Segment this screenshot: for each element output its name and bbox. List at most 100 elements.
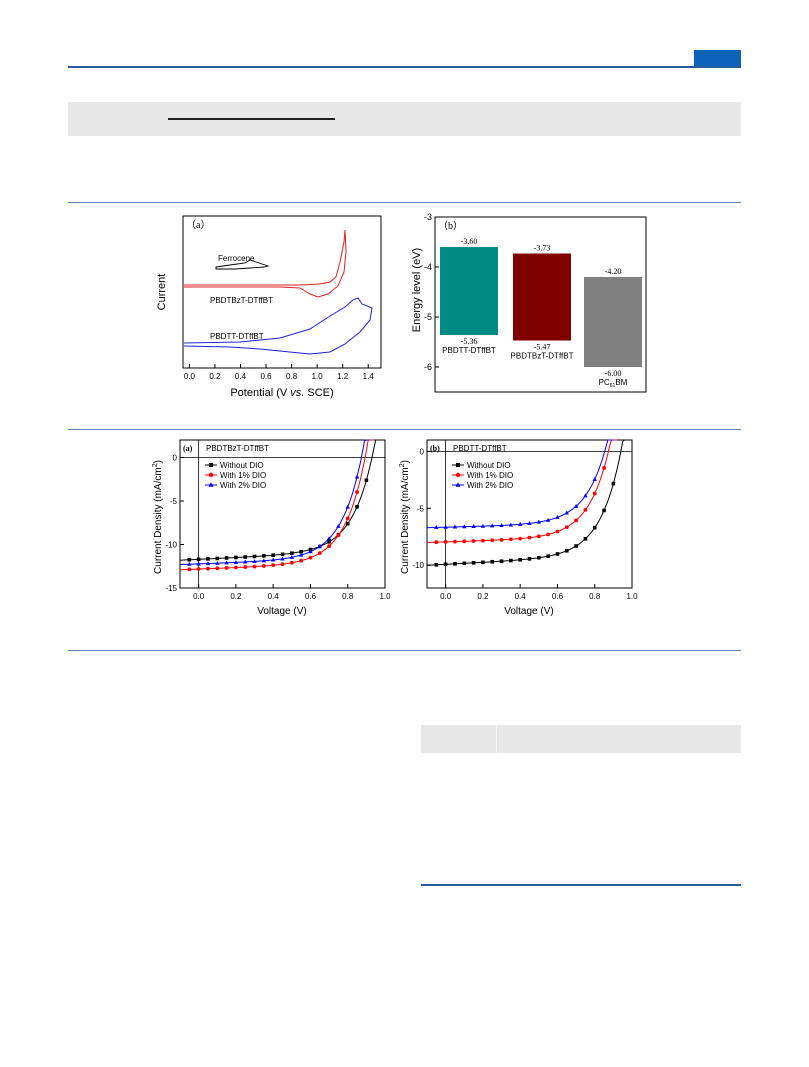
jv-point (508, 537, 513, 542)
jv-point (490, 538, 495, 543)
tt-curve (183, 297, 373, 355)
jv-point (299, 549, 303, 554)
jv-ytick-label: -5 (417, 504, 425, 513)
jv-point (583, 493, 588, 498)
jv-ytick-label: -10 (412, 561, 424, 570)
jv-point (280, 562, 285, 567)
jv-series-line (180, 439, 374, 571)
jv-a-axes: 0.0 0.2 0.4 0.6 0.8 1.0 0 -5 -10 -15 (165, 440, 391, 601)
ferrocene-curve (215, 259, 270, 270)
jv-xtick-label: 1.0 (626, 592, 638, 601)
legend-marker (208, 482, 214, 487)
jv-point (434, 540, 439, 545)
jv-point (196, 557, 201, 562)
jv-point (233, 560, 239, 564)
jv-point (555, 529, 560, 534)
jv-point (187, 561, 192, 566)
energy-bar (584, 277, 642, 367)
jv-figure-b: Current Density (mA/cm2) 0.0 0.2 0.4 0.6 0.8… (399, 439, 638, 617)
jv-xtick-label: 0.6 (305, 592, 317, 601)
jv-series-line (426, 439, 631, 566)
jv-ytick-label: 0 (173, 453, 178, 462)
jv-point (545, 517, 551, 522)
jv-b-ylabel: Current Density (mA/cm2) (399, 460, 411, 574)
jv-point (345, 504, 350, 509)
jv-xtick-label: 0.0 (440, 592, 452, 601)
jv-point (345, 521, 350, 526)
jv-point (462, 561, 467, 566)
jv-point (215, 556, 220, 561)
jv-point (527, 535, 532, 540)
jv-point (355, 490, 359, 494)
jv-xtick-label: 0.6 (552, 592, 564, 601)
jv-point (354, 474, 360, 479)
jv-point (261, 558, 267, 563)
jv-point (298, 552, 304, 557)
jv-series-line (179, 439, 382, 561)
jv-point (289, 560, 294, 565)
jv-point (555, 515, 560, 519)
energy-bar-name: PBDTBzT-DTffBT (511, 352, 574, 361)
jv-a-frame (179, 439, 386, 589)
jv-point (490, 523, 495, 528)
jv-point (289, 554, 295, 559)
jv-point (518, 557, 522, 562)
jv-point (574, 544, 578, 548)
jv-point (508, 522, 514, 527)
jv-point (443, 562, 448, 567)
jv-a-xlabel: Voltage (V) (257, 606, 306, 617)
jv-point (592, 477, 597, 481)
jv-point (196, 567, 201, 571)
jv-b-frame (426, 439, 633, 589)
jv-xtick-label: 1.0 (379, 592, 391, 601)
jv-a-title: PBDTBzT-DTffBT (206, 444, 269, 453)
cv-figure: （a） Current 0.0 0.2 0.4 0.6 0.8 1.0 1.2 1.4 Pot… (156, 215, 382, 399)
cv-panel-label: （a） (186, 219, 210, 231)
cv-xticks: 0.0 0.2 0.4 0.6 0.8 1.0 1.2 1.4 (184, 364, 374, 381)
jv-point (481, 560, 485, 565)
jv-xtick-label: 0.0 (193, 592, 205, 601)
jv-point (564, 548, 569, 553)
jv-point (602, 466, 606, 470)
cv-xtick-label: 0.6 (260, 372, 272, 381)
jv-series-line (426, 439, 614, 529)
jv-point (196, 561, 201, 566)
jv-point (434, 562, 439, 567)
jv-b-xlabel: Voltage (V) (504, 606, 553, 617)
cv-xtick-label: 0.8 (286, 372, 298, 381)
cv-plot-frame (182, 215, 382, 369)
jv-point (481, 538, 485, 543)
jv-b-axes: 0.0 0.2 0.4 0.6 0.8 1.0 0 -5 -10 (412, 440, 638, 601)
legend-label: With 1% DIO (220, 471, 266, 480)
legend-label: Without DIO (220, 461, 264, 470)
energy-bar-name: PBDTT-DTffBT (442, 346, 496, 355)
jv-point (453, 539, 457, 544)
jv-point (527, 521, 532, 525)
jv-point (546, 532, 551, 537)
jv-point (224, 556, 229, 560)
jv-point (308, 549, 313, 554)
jv-point (602, 508, 606, 513)
jv-a-curves (179, 439, 382, 572)
jv-point (336, 533, 341, 538)
jv-point (537, 555, 541, 560)
jv-point (252, 554, 257, 559)
jv-ytick-label: -5 (170, 497, 178, 506)
homo-label: -6.00 (605, 369, 622, 378)
energy-ytick-label: -4 (424, 262, 432, 272)
jv-point (536, 534, 541, 539)
jv-point (243, 565, 248, 569)
jv-point (252, 559, 257, 564)
jv-xtick-label: 0.8 (342, 592, 354, 601)
cv-xlabel: Potential (V vs. SCE) (230, 387, 333, 399)
cv-xtick-label: 0.2 (209, 372, 221, 381)
cv-xtick-label: 1.2 (337, 372, 349, 381)
cv-xtick-label: 1.0 (312, 372, 324, 381)
lumo-label: -3.60 (461, 237, 478, 246)
jv-xtick-label: 0.2 (230, 592, 242, 601)
jv-point (592, 491, 597, 496)
legend-label: With 2% DIO (220, 481, 266, 490)
lumo-label: -3.73 (534, 244, 551, 253)
